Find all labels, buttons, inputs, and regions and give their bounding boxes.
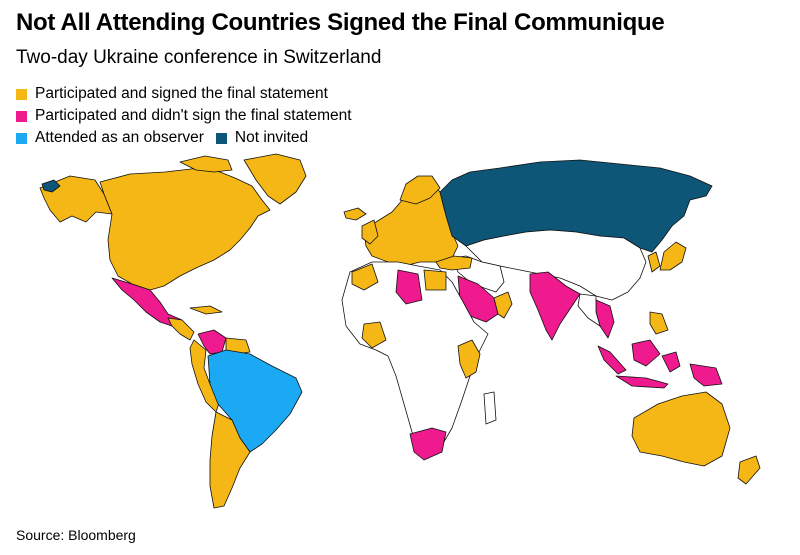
legend-row: Attended as an observer Not invited	[16, 127, 364, 149]
region-japan	[659, 241, 687, 271]
legend-row: Participated and signed the final statem…	[16, 83, 364, 105]
region-west-africa-signed	[361, 321, 387, 349]
region-greenland	[243, 153, 307, 205]
region-india	[529, 271, 581, 341]
region-iceland	[343, 207, 367, 221]
region-turkey	[435, 255, 473, 271]
legend-row: Participated and didn't sign the final s…	[16, 105, 364, 127]
region-south-africa	[409, 427, 447, 461]
region-egypt	[423, 269, 447, 291]
region-uk-ireland	[361, 219, 379, 245]
region-central-asia-china	[465, 229, 647, 301]
region-australia	[631, 391, 731, 467]
region-caribbean	[189, 305, 223, 315]
legend-swatch-observer	[16, 132, 27, 144]
region-madagascar	[483, 391, 497, 425]
legend-item-observer: Attended as an observer	[16, 129, 204, 147]
legend-swatch-signed	[16, 88, 27, 100]
legend-label-signed: Participated and signed the final statem…	[35, 85, 328, 102]
legend-item-signed: Participated and signed the final statem…	[16, 85, 328, 103]
source-note: Source: Bloomberg	[16, 527, 136, 543]
legend-item-not-invited: Not invited	[215, 129, 309, 147]
region-africa	[341, 261, 489, 459]
region-east-africa	[457, 339, 481, 379]
region-scandinavia	[399, 175, 441, 205]
region-indonesia-sumatra	[597, 345, 627, 375]
region-canada-usa	[99, 167, 271, 291]
region-brazil	[207, 349, 303, 453]
region-central-america	[167, 317, 195, 341]
legend-swatch-not-signed	[16, 110, 27, 122]
legend-label-observer: Attended as an observer	[35, 129, 204, 146]
legend-label-not-invited: Not invited	[234, 129, 309, 146]
region-new-zealand	[737, 455, 761, 485]
region-indonesia-borneo	[631, 339, 661, 367]
legend-swatch-not-invited	[215, 132, 227, 144]
chart-title: Not All Attending Countries Signed the F…	[16, 9, 665, 36]
region-morocco	[351, 263, 379, 291]
region-canadian-arctic-islands	[179, 155, 233, 173]
region-korea	[647, 251, 661, 273]
region-thailand-mainland	[595, 299, 615, 339]
legend-label-not-signed: Participated and didn't sign the final s…	[35, 107, 352, 124]
region-libya	[395, 269, 423, 305]
chart-subtitle: Two-day Ukraine conference in Switzerlan…	[16, 47, 382, 68]
region-indonesia-java	[615, 375, 669, 389]
region-kamchatka-tip	[41, 179, 61, 193]
legend: Participated and signed the final statem…	[16, 83, 364, 149]
region-southeast-asia-other	[577, 293, 601, 327]
region-indonesia-sulawesi-papua	[661, 351, 723, 387]
legend-item-not-signed: Participated and didn't sign the final s…	[16, 107, 352, 125]
world-map	[39, 153, 761, 509]
region-gulf-states	[493, 291, 513, 319]
region-philippines	[649, 311, 669, 335]
region-southern-cone	[209, 411, 251, 509]
